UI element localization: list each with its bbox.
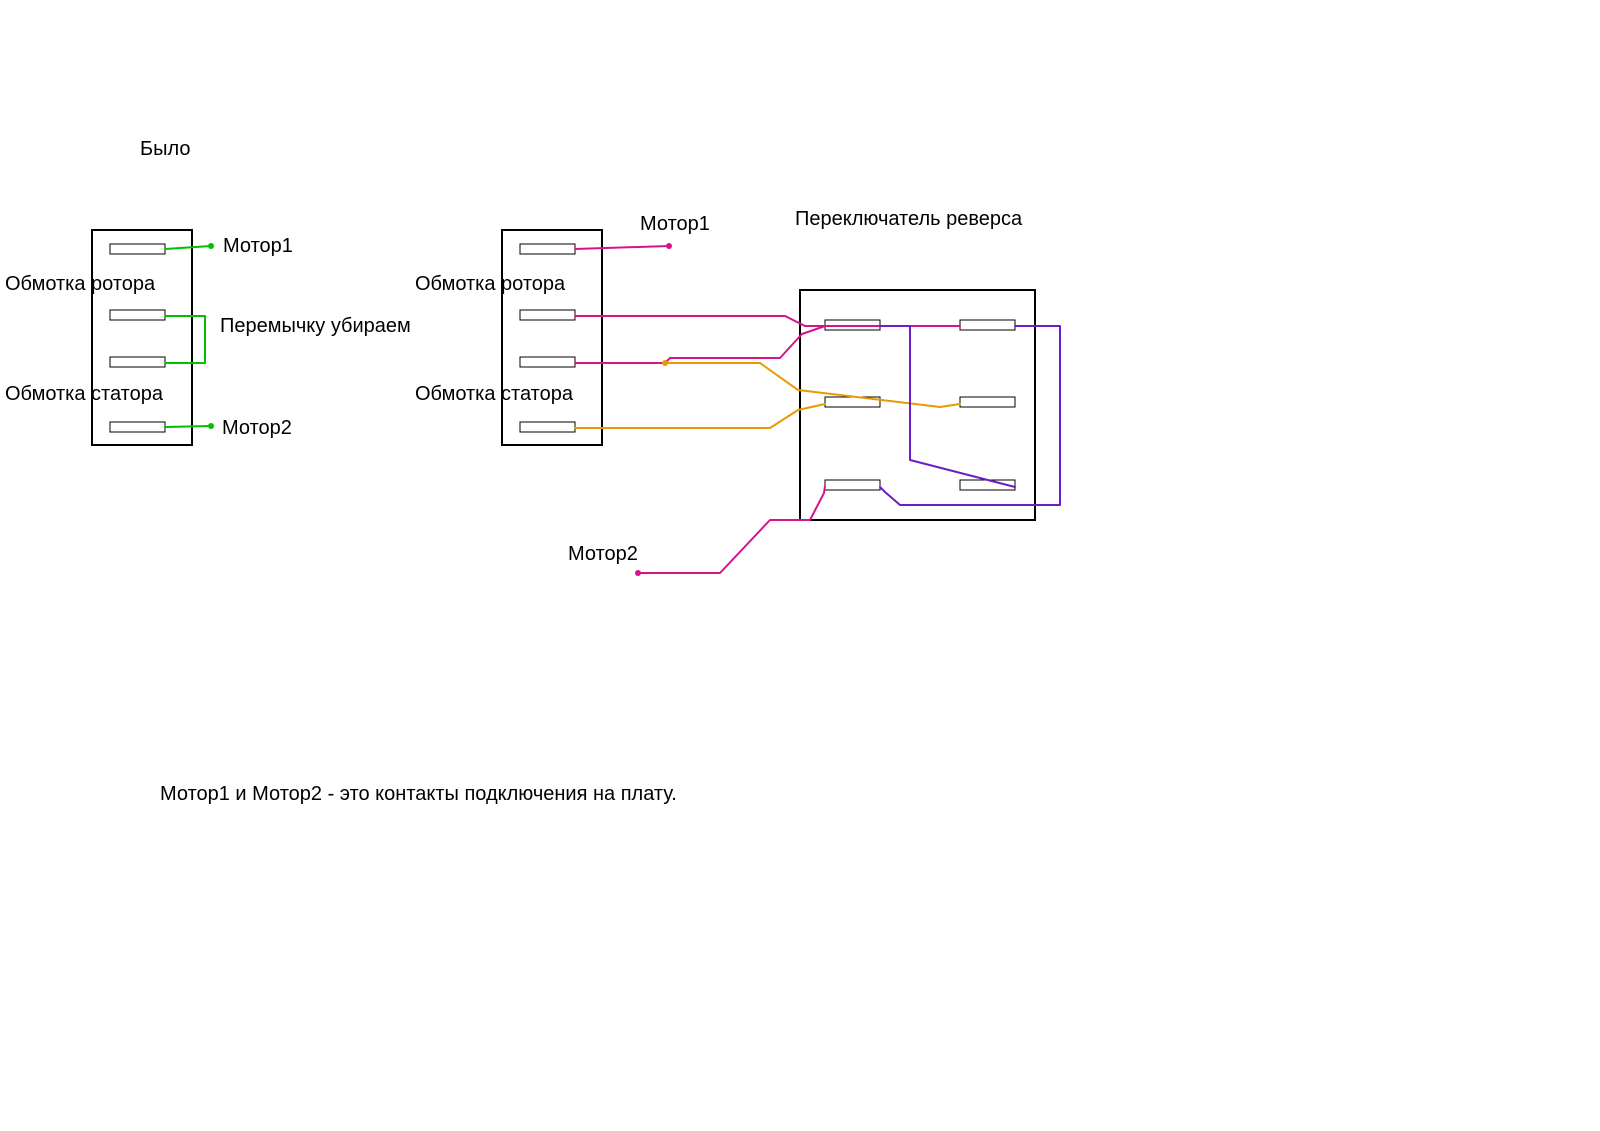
left-terminal-4: [110, 422, 165, 432]
stator2-to-sw-tl: [575, 326, 825, 363]
label-stator_right: Обмотка статора: [415, 383, 574, 405]
motor2-left-dot: [208, 423, 214, 429]
motor1-right-dot: [666, 243, 672, 249]
left-terminal-3: [110, 357, 165, 367]
right-terminal-1: [520, 244, 575, 254]
label-rotor_right: Обмотка ротора: [415, 273, 566, 295]
right-terminal-2: [520, 310, 575, 320]
label-jumper: Перемычку убираем: [220, 315, 411, 337]
switch-terminal-5: [825, 480, 880, 490]
left-terminal-1: [110, 244, 165, 254]
label-motor2_left: Мотор2: [222, 417, 292, 439]
orange-mid-dot: [662, 360, 668, 366]
left-motor2-wire: [165, 426, 211, 427]
left-terminal-2: [110, 310, 165, 320]
label-rotor_left: Обмотка ротора: [5, 273, 156, 295]
right-connector-box: [502, 230, 602, 445]
label-switch_title: Переключатель реверса: [795, 208, 1023, 230]
stator-bottom-to-sw-ml: [575, 404, 825, 428]
switch-terminal-2: [960, 320, 1015, 330]
motor2-to-sw-bl: [638, 486, 825, 573]
motor1-left-dot: [208, 243, 214, 249]
motor2-right-dot: [635, 570, 641, 576]
switch-terminal-4: [960, 397, 1015, 407]
label-footer: Мотор1 и Мотор2 - это контакты подключен…: [160, 783, 677, 805]
label-motor1_right: Мотор1: [640, 213, 710, 235]
label-motor2_right: Мотор2: [568, 543, 638, 565]
right-terminal-3: [520, 357, 575, 367]
label-title_left: Было: [140, 138, 191, 160]
label-motor1_left: Мотор1: [223, 235, 293, 257]
right-terminal-4: [520, 422, 575, 432]
label-stator_left: Обмотка статора: [5, 383, 164, 405]
left-connector-box: [92, 230, 192, 445]
